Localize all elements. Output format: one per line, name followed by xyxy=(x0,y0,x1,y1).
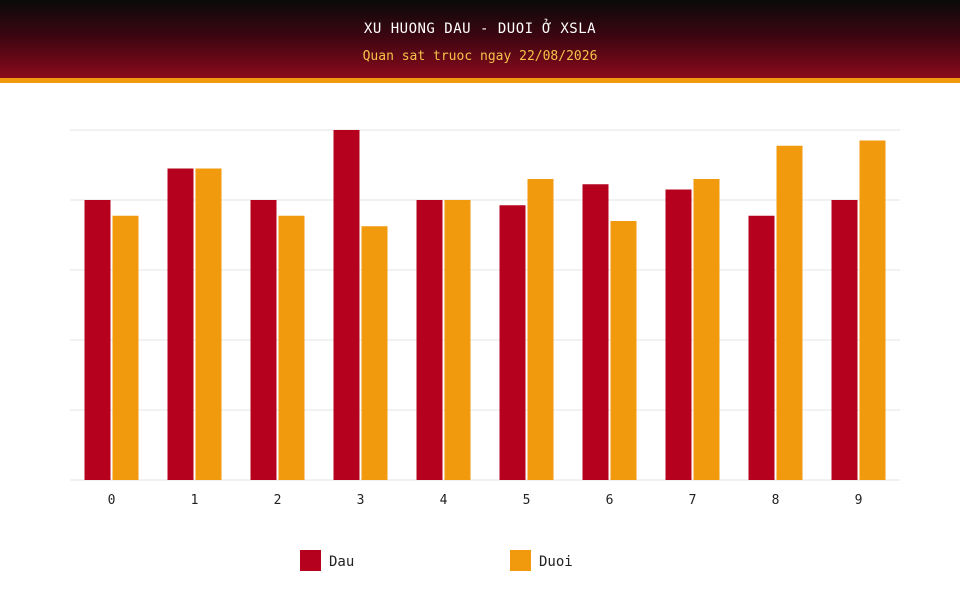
bar-dau-1 xyxy=(167,168,194,480)
bar-duoi-5 xyxy=(527,179,554,480)
x-tick-label: 3 xyxy=(357,493,365,508)
x-tick-label: 6 xyxy=(606,493,614,508)
chart-title: XU HUONG DAU - DUOI Ở XSLA xyxy=(363,21,597,37)
x-tick-label: 5 xyxy=(523,493,531,508)
bar-duoi-9 xyxy=(859,140,886,480)
bar-dau-9 xyxy=(831,200,858,480)
x-tick-label: 0 xyxy=(108,493,116,508)
chart-subtitle: Quan sat truoc ngay 22/08/2026 xyxy=(362,49,598,64)
bar-dau-6 xyxy=(582,184,609,480)
chart-header: XU HUONG DAU - DUOI Ở XSLA Quan sat truo… xyxy=(0,0,960,83)
legend-swatch-dau xyxy=(300,550,321,571)
legend-label-dau: Dau xyxy=(329,554,354,570)
legend-label-duoi: Duoi xyxy=(539,554,573,570)
x-tick-label: 9 xyxy=(855,493,863,508)
x-tick-label: 7 xyxy=(689,493,697,508)
bar-dau-3 xyxy=(333,130,360,480)
grid-lines xyxy=(70,129,900,481)
x-tick-label: 8 xyxy=(772,493,780,508)
bar-duoi-6 xyxy=(610,221,637,480)
bar-duoi-8 xyxy=(776,145,803,480)
x-tick-labels: 0 1 2 3 4 5 6 7 8 9 xyxy=(108,493,863,508)
bar-dau-2 xyxy=(250,200,277,480)
bars xyxy=(84,130,886,480)
x-tick-label: 4 xyxy=(440,493,448,508)
bar-duoi-3 xyxy=(361,226,388,480)
bar-dau-8 xyxy=(748,215,775,480)
x-tick-label: 1 xyxy=(191,493,199,508)
bar-duoi-0 xyxy=(112,215,139,480)
legend: Dau Duoi xyxy=(300,550,573,571)
bar-dau-7 xyxy=(665,189,692,480)
x-tick-label: 2 xyxy=(274,493,282,508)
bar-dau-0 xyxy=(84,200,111,480)
bar-duoi-7 xyxy=(693,179,720,480)
bar-dau-4 xyxy=(416,200,443,480)
legend-swatch-duoi xyxy=(510,550,531,571)
bar-duoi-2 xyxy=(278,215,305,480)
bar-duoi-1 xyxy=(195,168,222,480)
bar-dau-5 xyxy=(499,205,526,480)
bar-duoi-4 xyxy=(444,200,471,480)
